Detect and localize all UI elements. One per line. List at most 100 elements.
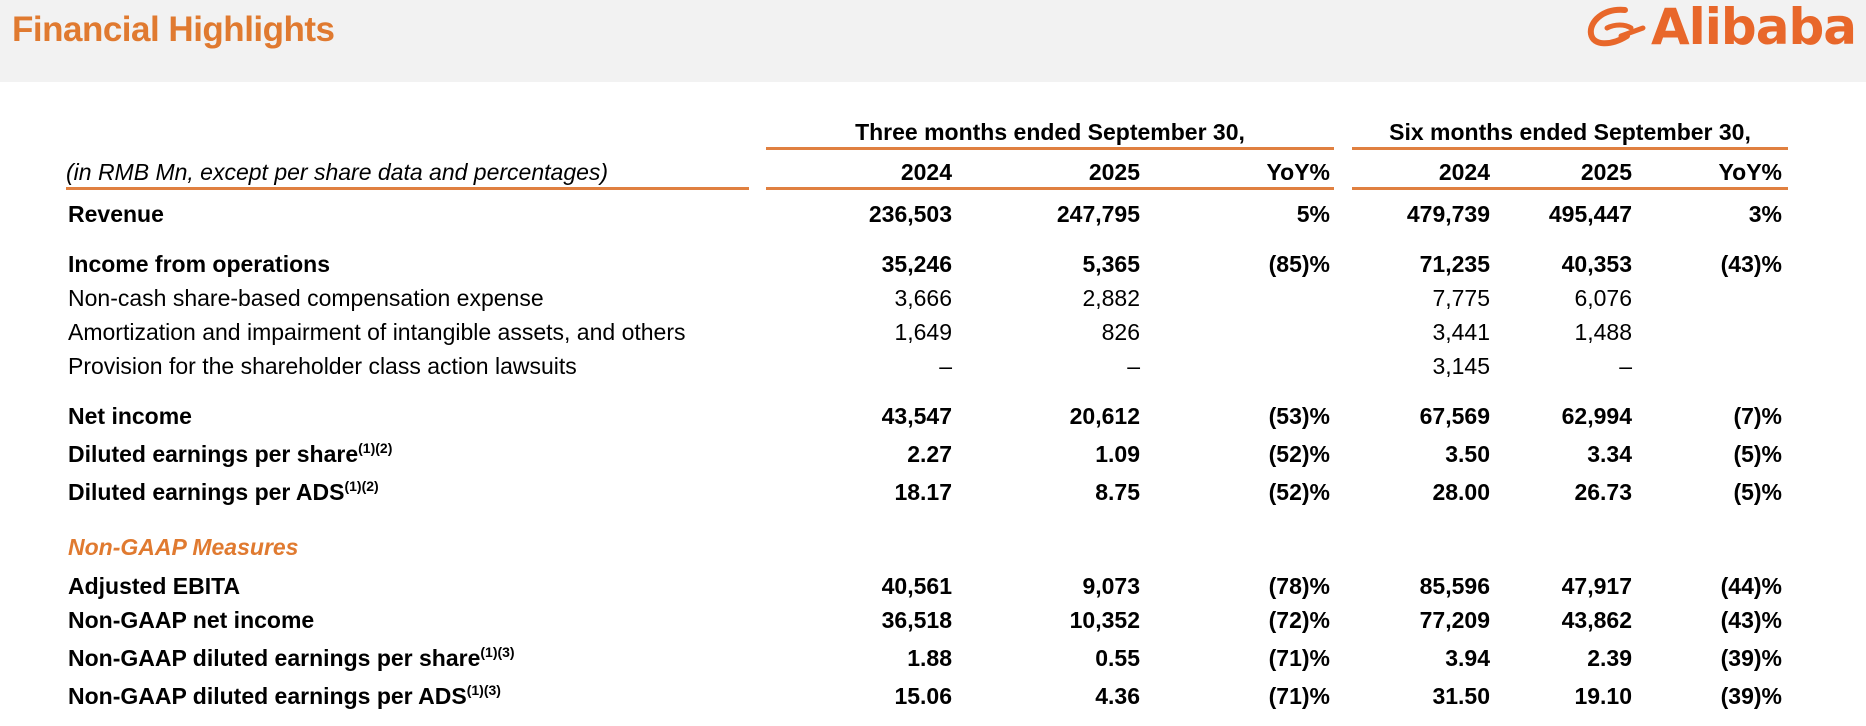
table-cell: (78)% — [1268, 573, 1330, 599]
table-cell: 47,917 — [1561, 573, 1632, 599]
table-cell: 15.06 — [894, 683, 952, 709]
col-header-yoy-q: YoY% — [1266, 159, 1330, 185]
row-label: Non-GAAP diluted earnings per ADS(1)(3) — [68, 682, 501, 710]
row-label-text: Diluted earnings per ADS — [68, 479, 345, 505]
row-label-text: Amortization and impairment of intangibl… — [68, 319, 686, 345]
row-label: Diluted earnings per share(1)(2) — [68, 440, 392, 468]
group-header-three-months: Three months ended September 30, — [855, 119, 1245, 145]
section-nongaap: Non-GAAP Measures — [68, 534, 299, 560]
row-label-text: Non-GAAP diluted earnings per ADS — [68, 683, 467, 709]
alibaba-swoosh-icon — [1587, 6, 1646, 47]
table-cell: 3,145 — [1432, 353, 1490, 379]
row-label-text: Revenue — [68, 201, 164, 227]
brand-name: Alibaba — [1650, 0, 1857, 56]
row-label: Revenue — [68, 200, 164, 228]
table-cell: 3.50 — [1445, 441, 1490, 467]
table-cell: 2,882 — [1082, 285, 1140, 311]
header-rule-three — [766, 187, 1334, 190]
table-cell: 3.34 — [1587, 441, 1632, 467]
header-band — [0, 0, 1866, 82]
table-cell: 85,596 — [1419, 573, 1490, 599]
brand-logo: Alibaba — [1585, 0, 1857, 56]
table-cell: 826 — [1101, 319, 1140, 345]
row-label-text: Non-GAAP diluted earnings per share — [68, 645, 481, 671]
table-cell: 3.94 — [1445, 645, 1490, 671]
row-label: Non-cash share-based compensation expens… — [68, 284, 544, 312]
table-cell: (39)% — [1720, 683, 1782, 709]
table-cell: 71,235 — [1419, 251, 1490, 277]
page-title: Financial Highlights — [12, 10, 335, 49]
table-cell: – — [939, 353, 952, 379]
table-cell: (72)% — [1268, 607, 1330, 633]
table-cell: 35,246 — [881, 251, 952, 277]
row-label: Diluted earnings per ADS(1)(2) — [68, 478, 379, 506]
col-header-2025-q: 2025 — [1088, 159, 1140, 185]
table-cell: 8.75 — [1095, 479, 1140, 505]
table-cell: 10,352 — [1069, 607, 1140, 633]
table-cell: 1,488 — [1574, 319, 1632, 345]
row-label-text: Net income — [68, 403, 192, 429]
row-label-text: Income from operations — [68, 251, 330, 277]
table-cell: (53)% — [1268, 403, 1330, 429]
table-cell: (5)% — [1733, 479, 1782, 505]
table-cell: 5% — [1296, 201, 1330, 227]
table-cell: – — [1127, 353, 1140, 379]
table-cell: 5,365 — [1082, 251, 1140, 277]
row-label: Non-GAAP net income — [68, 606, 314, 634]
table-cell: (43)% — [1720, 607, 1782, 633]
table-cell: 236,503 — [868, 201, 952, 227]
table-cell: (71)% — [1268, 683, 1330, 709]
row-label: Provision for the shareholder class acti… — [68, 352, 577, 380]
row-label-text: Non-GAAP net income — [68, 607, 315, 633]
table-cell: 1.88 — [907, 645, 952, 671]
table-cell: 40,353 — [1561, 251, 1632, 277]
table-cell: 3,666 — [894, 285, 952, 311]
table-cell: 1.09 — [1095, 441, 1140, 467]
footnote-marker: (1)(2) — [344, 478, 379, 494]
table-cell: 19.10 — [1574, 683, 1632, 709]
col-header-2024-q: 2024 — [900, 159, 952, 185]
table-cell: (52)% — [1268, 441, 1330, 467]
table-cell: 31.50 — [1432, 683, 1490, 709]
table-cell: 43,862 — [1561, 607, 1632, 633]
table-cell: (39)% — [1720, 645, 1782, 671]
table-cell: 18.17 — [894, 479, 952, 505]
row-label: Amortization and impairment of intangibl… — [68, 318, 686, 346]
table-cell: (71)% — [1268, 645, 1330, 671]
footnote-marker: (1)(3) — [480, 644, 515, 660]
footnote-marker: (1)(2) — [358, 440, 393, 456]
units-note: (in RMB Mn, except per share data and pe… — [66, 159, 609, 185]
table-cell: 4.36 — [1095, 683, 1140, 709]
table-cell: 1,649 — [894, 319, 952, 345]
row-label-text: Provision for the shareholder class acti… — [68, 353, 577, 379]
table-cell: 495,447 — [1548, 201, 1632, 227]
table-cell: 62,994 — [1561, 403, 1632, 429]
table-cell: 43,547 — [881, 403, 952, 429]
table-cell: (52)% — [1268, 479, 1330, 505]
group-rule-six — [1352, 147, 1788, 150]
table-cell: – — [1619, 353, 1632, 379]
table-cell: (43)% — [1720, 251, 1782, 277]
row-label-text: Adjusted EBITA — [68, 573, 241, 599]
table-cell: 26.73 — [1574, 479, 1632, 505]
header-rule-label — [66, 187, 749, 190]
table-cell: (5)% — [1733, 441, 1782, 467]
table-cell: 247,795 — [1056, 201, 1140, 227]
table-cell: 479,739 — [1406, 201, 1490, 227]
table-cell: (44)% — [1720, 573, 1782, 599]
group-header-six-months: Six months ended September 30, — [1389, 119, 1751, 145]
table-cell: 40,561 — [881, 573, 952, 599]
col-header-yoy-h: YoY% — [1718, 159, 1782, 185]
col-header-2024-h: 2024 — [1438, 159, 1490, 185]
group-rule-three — [766, 147, 1334, 150]
row-label-text: Diluted earnings per share — [68, 441, 359, 467]
row-label: Net income — [68, 402, 192, 430]
table-cell: 3% — [1748, 201, 1782, 227]
table-cell: 20,612 — [1069, 403, 1140, 429]
table-cell: 6,076 — [1574, 285, 1632, 311]
table-cell: 2.39 — [1587, 645, 1632, 671]
row-label: Non-GAAP diluted earnings per share(1)(3… — [68, 644, 515, 672]
footnote-marker: (1)(3) — [466, 682, 501, 698]
row-label: Income from operations — [68, 250, 330, 278]
table-cell: 28.00 — [1432, 479, 1490, 505]
